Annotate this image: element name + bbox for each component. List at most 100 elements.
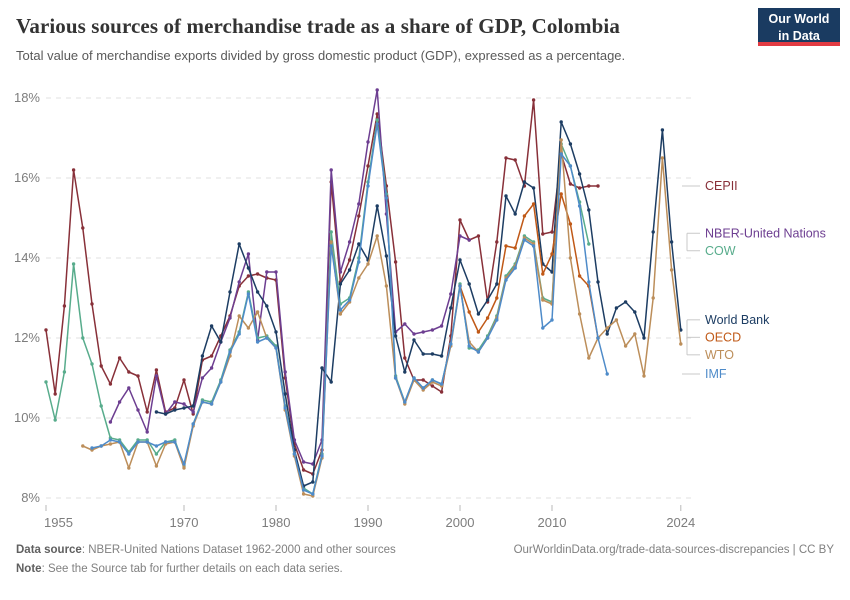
data-point-nber-united-nations-1989 (357, 202, 361, 206)
data-point-nber-united-nations-1979 (265, 270, 269, 274)
data-point-cow-1961 (99, 404, 103, 408)
owid-logo-line1: Our World (768, 12, 830, 26)
data-point-cepii-1973 (209, 354, 214, 358)
series-nber-united-nations (108, 88, 471, 466)
data-point-imf-1979 (265, 336, 269, 340)
legend-label-cepii[interactable]: CEPII (705, 179, 738, 193)
owid-logo[interactable]: Our World in Data (758, 8, 840, 46)
data-point-cepii-2014 (587, 184, 591, 188)
legend-label-wto[interactable]: WTO (705, 348, 734, 362)
data-point-cepii-2012 (568, 182, 573, 186)
data-point-cepii-1957 (62, 304, 67, 308)
data-point-cepii-1993 (393, 260, 398, 264)
data-point-world-bank-2013 (577, 172, 582, 176)
data-point-nber-united-nations-1994 (403, 322, 407, 326)
data-point-imf-2005 (504, 278, 508, 282)
data-point-wto-1959 (81, 444, 85, 448)
data-point-cepii-1970 (182, 378, 186, 382)
data-point-world-bank-1999 (449, 306, 453, 310)
data-point-nber-united-nations-1999 (449, 292, 453, 296)
data-point-imf-1995 (412, 376, 416, 380)
data-point-wto-2024 (679, 342, 683, 346)
legend-label-oecd[interactable]: OECD (705, 330, 741, 344)
data-point-world-bank-1984 (311, 480, 315, 484)
footer-citation-link[interactable]: OurWorldinData.org/trade-data-sources-di… (513, 544, 834, 556)
data-point-world-bank-1972 (200, 354, 205, 358)
data-point-cepii-1990 (366, 164, 370, 168)
data-point-world-bank-2011 (559, 120, 563, 124)
data-point-cow-2014 (587, 242, 591, 246)
data-point-imf-2004 (495, 318, 499, 322)
data-point-imf-1964 (127, 452, 131, 456)
series-line-world-bank[interactable] (155, 121, 682, 487)
data-point-wto-1987 (338, 312, 343, 316)
data-point-imf-1980 (274, 346, 278, 350)
data-point-imf-1984 (311, 492, 315, 496)
data-point-imf-1998 (439, 382, 444, 386)
data-point-imf-1990 (366, 184, 370, 188)
data-point-world-bank-2002 (476, 312, 481, 316)
data-point-imf-1981 (283, 406, 287, 410)
legend-label-imf[interactable]: IMF (705, 367, 727, 381)
data-point-imf-1977 (246, 292, 251, 296)
legend-label-world-bank[interactable]: World Bank (705, 313, 770, 327)
data-point-world-bank-1991 (375, 204, 379, 208)
data-point-oecd-2008 (531, 202, 536, 206)
data-point-world-bank-1986 (329, 380, 333, 384)
data-point-wto-2009 (541, 298, 545, 302)
data-point-nber-united-nations-1986 (329, 168, 333, 172)
data-point-imf-1963 (117, 440, 122, 444)
series-imf (90, 122, 609, 496)
data-point-nber-united-nations-1966 (145, 430, 149, 434)
data-point-world-bank-1978 (255, 290, 260, 294)
y-tick-label-18: 18% (14, 90, 40, 105)
data-point-cow-1959 (81, 336, 85, 340)
data-point-imf-1987 (338, 308, 343, 312)
data-point-nber-united-nations-1963 (117, 400, 122, 404)
data-point-cow-1960 (90, 362, 94, 366)
series-line-cow[interactable] (45, 119, 590, 495)
data-point-cepii-2008 (531, 98, 536, 102)
data-point-world-bank-2003 (485, 298, 490, 302)
data-point-imf-2009 (541, 326, 545, 330)
data-point-nber-united-nations-2000 (458, 234, 462, 238)
data-point-wto-1989 (357, 276, 361, 280)
data-point-world-bank-1977 (246, 266, 251, 270)
line-chart[interactable]: 8% 10% 12% 14% 16% 18% 1955 1970 1980 1990 2000 201… (0, 78, 850, 538)
data-point-cow-1986 (329, 230, 333, 234)
data-point-imf-1986 (329, 244, 333, 248)
legend-label-nber-united-nations[interactable]: NBER-United Nations (705, 226, 826, 240)
series-line-nber-united-nations[interactable] (109, 89, 470, 465)
data-point-cepii-1989 (357, 214, 361, 218)
series-line-imf[interactable] (91, 123, 608, 495)
data-point-imf-1988 (347, 298, 352, 302)
data-point-wto-1983 (301, 492, 306, 496)
series-line-oecd[interactable] (459, 193, 599, 339)
data-point-nber-united-nations-1988 (347, 240, 352, 244)
data-point-nber-united-nations-1980 (274, 270, 278, 274)
data-point-imf-2011 (559, 152, 563, 156)
data-point-world-bank-1987 (338, 282, 343, 286)
data-point-wto-2020 (642, 374, 646, 378)
data-point-wto-2019 (633, 332, 637, 336)
data-point-cow-1958 (71, 262, 76, 266)
data-point-wto-1962 (108, 442, 113, 446)
data-point-world-bank-1989 (357, 242, 361, 246)
data-point-world-bank-1968 (163, 412, 168, 416)
data-point-oecd-2004 (495, 296, 499, 300)
data-point-wto-1990 (366, 262, 370, 266)
data-point-world-bank-1970 (182, 406, 186, 410)
legend-label-cow[interactable]: COW (705, 244, 736, 258)
x-tick-label-2024: 2024 (666, 515, 695, 530)
data-point-world-bank-2000 (458, 258, 462, 262)
data-point-world-bank-1971 (191, 404, 195, 408)
chart-canvas[interactable]: 8% 10% 12% 14% 16% 18% 1955 1970 1980 1990 2000 201… (0, 78, 850, 538)
data-point-imf-1965 (136, 440, 140, 444)
data-point-imf-1974 (219, 380, 223, 384)
data-point-world-bank-2005 (504, 194, 508, 198)
data-point-imf-1989 (357, 260, 361, 264)
data-point-world-bank-2021 (651, 230, 655, 234)
data-point-nber-united-nations-1981 (283, 370, 287, 374)
data-point-world-bank-2016 (605, 332, 609, 336)
data-point-oecd-2010 (550, 252, 554, 256)
